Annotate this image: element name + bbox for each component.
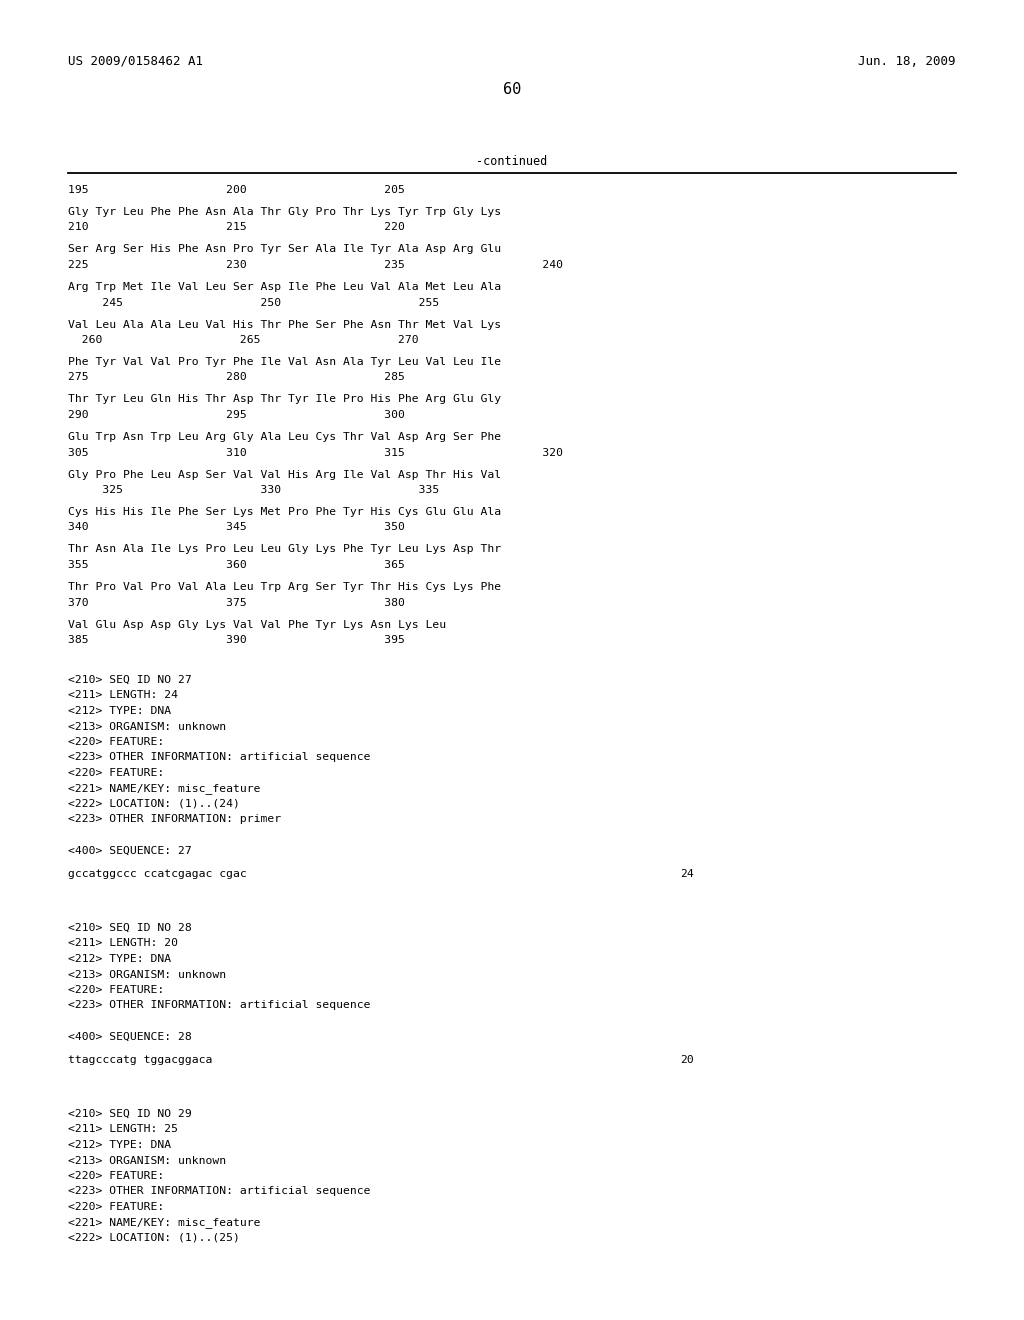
Text: gccatggccc ccatcgagac cgac: gccatggccc ccatcgagac cgac [68,869,247,879]
Text: <210> SEQ ID NO 29: <210> SEQ ID NO 29 [68,1109,191,1119]
Text: <211> LENGTH: 20: <211> LENGTH: 20 [68,939,178,949]
Text: Thr Asn Ala Ile Lys Pro Leu Leu Gly Lys Phe Tyr Leu Lys Asp Thr: Thr Asn Ala Ile Lys Pro Leu Leu Gly Lys … [68,544,501,554]
Text: Glu Trp Asn Trp Leu Arg Gly Ala Leu Cys Thr Val Asp Arg Ser Phe: Glu Trp Asn Trp Leu Arg Gly Ala Leu Cys … [68,432,501,442]
Text: <220> FEATURE:: <220> FEATURE: [68,768,164,777]
Text: <213> ORGANISM: unknown: <213> ORGANISM: unknown [68,969,226,979]
Text: 20: 20 [680,1055,693,1065]
Text: ttagcccatg tggacggaca: ttagcccatg tggacggaca [68,1055,212,1065]
Text: <223> OTHER INFORMATION: artificial sequence: <223> OTHER INFORMATION: artificial sequ… [68,1001,371,1011]
Text: <213> ORGANISM: unknown: <213> ORGANISM: unknown [68,1155,226,1166]
Text: <211> LENGTH: 24: <211> LENGTH: 24 [68,690,178,701]
Text: <223> OTHER INFORMATION: primer: <223> OTHER INFORMATION: primer [68,814,282,825]
Text: <220> FEATURE:: <220> FEATURE: [68,1203,164,1212]
Text: <210> SEQ ID NO 28: <210> SEQ ID NO 28 [68,923,191,933]
Text: 195                    200                    205: 195 200 205 [68,185,404,195]
Text: Cys His His Ile Phe Ser Lys Met Pro Phe Tyr His Cys Glu Glu Ala: Cys His His Ile Phe Ser Lys Met Pro Phe … [68,507,501,517]
Text: 260                    265                    270: 260 265 270 [68,335,419,345]
Text: 370                    375                    380: 370 375 380 [68,598,404,607]
Text: 305                    310                    315                    320: 305 310 315 320 [68,447,563,458]
Text: <212> TYPE: DNA: <212> TYPE: DNA [68,706,171,715]
Text: <220> FEATURE:: <220> FEATURE: [68,737,164,747]
Text: <213> ORGANISM: unknown: <213> ORGANISM: unknown [68,722,226,731]
Text: 60: 60 [503,82,521,96]
Text: 385                    390                    395: 385 390 395 [68,635,404,645]
Text: 325                    330                    335: 325 330 335 [68,484,439,495]
Text: Ser Arg Ser His Phe Asn Pro Tyr Ser Ala Ile Tyr Ala Asp Arg Glu: Ser Arg Ser His Phe Asn Pro Tyr Ser Ala … [68,244,501,255]
Text: 245                    250                    255: 245 250 255 [68,297,439,308]
Text: <220> FEATURE:: <220> FEATURE: [68,1171,164,1181]
Text: <223> OTHER INFORMATION: artificial sequence: <223> OTHER INFORMATION: artificial sequ… [68,752,371,763]
Text: Jun. 18, 2009: Jun. 18, 2009 [858,55,956,69]
Text: <221> NAME/KEY: misc_feature: <221> NAME/KEY: misc_feature [68,1217,260,1229]
Text: 24: 24 [680,869,693,879]
Text: 290                    295                    300: 290 295 300 [68,411,404,420]
Text: Val Leu Ala Ala Leu Val His Thr Phe Ser Phe Asn Thr Met Val Lys: Val Leu Ala Ala Leu Val His Thr Phe Ser … [68,319,501,330]
Text: Phe Tyr Val Val Pro Tyr Phe Ile Val Asn Ala Tyr Leu Val Leu Ile: Phe Tyr Val Val Pro Tyr Phe Ile Val Asn … [68,356,501,367]
Text: 210                    215                    220: 210 215 220 [68,223,404,232]
Text: Gly Tyr Leu Phe Phe Asn Ala Thr Gly Pro Thr Lys Tyr Trp Gly Lys: Gly Tyr Leu Phe Phe Asn Ala Thr Gly Pro … [68,207,501,216]
Text: <210> SEQ ID NO 27: <210> SEQ ID NO 27 [68,675,191,685]
Text: <400> SEQUENCE: 27: <400> SEQUENCE: 27 [68,846,191,855]
Text: <212> TYPE: DNA: <212> TYPE: DNA [68,1140,171,1150]
Text: <211> LENGTH: 25: <211> LENGTH: 25 [68,1125,178,1134]
Text: <212> TYPE: DNA: <212> TYPE: DNA [68,954,171,964]
Text: Thr Pro Val Pro Val Ala Leu Trp Arg Ser Tyr Thr His Cys Lys Phe: Thr Pro Val Pro Val Ala Leu Trp Arg Ser … [68,582,501,591]
Text: <222> LOCATION: (1)..(25): <222> LOCATION: (1)..(25) [68,1233,240,1243]
Text: <400> SEQUENCE: 28: <400> SEQUENCE: 28 [68,1031,191,1041]
Text: <220> FEATURE:: <220> FEATURE: [68,985,164,995]
Text: Val Glu Asp Asp Gly Lys Val Val Phe Tyr Lys Asn Lys Leu: Val Glu Asp Asp Gly Lys Val Val Phe Tyr … [68,619,446,630]
Text: Arg Trp Met Ile Val Leu Ser Asp Ile Phe Leu Val Ala Met Leu Ala: Arg Trp Met Ile Val Leu Ser Asp Ile Phe … [68,282,501,292]
Text: -continued: -continued [476,154,548,168]
Text: <223> OTHER INFORMATION: artificial sequence: <223> OTHER INFORMATION: artificial sequ… [68,1187,371,1196]
Text: Thr Tyr Leu Gln His Thr Asp Thr Tyr Ile Pro His Phe Arg Glu Gly: Thr Tyr Leu Gln His Thr Asp Thr Tyr Ile … [68,395,501,404]
Text: 275                    280                    285: 275 280 285 [68,372,404,383]
Text: Gly Pro Phe Leu Asp Ser Val Val His Arg Ile Val Asp Thr His Val: Gly Pro Phe Leu Asp Ser Val Val His Arg … [68,470,501,479]
Text: 225                    230                    235                    240: 225 230 235 240 [68,260,563,271]
Text: 355                    360                    365: 355 360 365 [68,560,404,570]
Text: US 2009/0158462 A1: US 2009/0158462 A1 [68,55,203,69]
Text: <222> LOCATION: (1)..(24): <222> LOCATION: (1)..(24) [68,799,240,809]
Text: 340                    345                    350: 340 345 350 [68,523,404,532]
Text: <221> NAME/KEY: misc_feature: <221> NAME/KEY: misc_feature [68,784,260,795]
